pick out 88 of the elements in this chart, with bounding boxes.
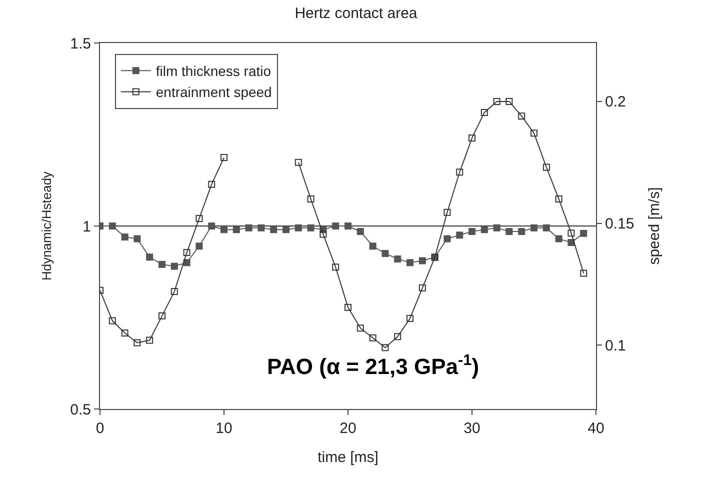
point bbox=[332, 222, 340, 230]
y-tick-label: 0.5 bbox=[70, 401, 91, 418]
point bbox=[258, 224, 265, 232]
x-tick-label: 30 bbox=[464, 420, 480, 437]
point bbox=[121, 329, 128, 336]
point bbox=[506, 228, 513, 235]
point bbox=[530, 130, 538, 137]
x-tick-label: 10 bbox=[216, 420, 232, 437]
point bbox=[406, 259, 414, 266]
point bbox=[344, 222, 352, 230]
legend-label: film thickness ratio bbox=[156, 63, 272, 80]
point bbox=[394, 255, 402, 262]
point bbox=[542, 164, 550, 171]
point bbox=[270, 226, 278, 234]
point bbox=[555, 235, 562, 242]
point bbox=[208, 180, 216, 188]
point bbox=[493, 224, 500, 232]
y2-tick-label: 0.1 bbox=[605, 337, 626, 354]
point bbox=[134, 339, 141, 346]
point bbox=[282, 226, 290, 234]
point bbox=[418, 284, 426, 292]
point bbox=[220, 226, 228, 234]
point bbox=[146, 336, 154, 344]
point bbox=[369, 334, 376, 342]
point bbox=[493, 98, 500, 105]
point bbox=[220, 154, 228, 162]
point bbox=[580, 230, 588, 237]
point bbox=[444, 235, 451, 242]
point bbox=[518, 228, 526, 235]
y2-tick-label: 0.2 bbox=[605, 94, 626, 111]
x-tick-label: 40 bbox=[588, 420, 604, 437]
x-axis-title: time [ms] bbox=[318, 449, 378, 466]
point bbox=[307, 224, 314, 232]
point bbox=[468, 134, 476, 142]
point bbox=[506, 98, 513, 105]
point bbox=[356, 324, 364, 332]
point bbox=[542, 224, 550, 232]
point bbox=[170, 288, 178, 296]
point bbox=[568, 230, 575, 237]
point bbox=[468, 228, 476, 235]
point bbox=[332, 264, 340, 271]
point bbox=[134, 235, 141, 242]
point bbox=[108, 222, 116, 230]
point bbox=[232, 226, 240, 234]
point bbox=[183, 249, 190, 256]
point bbox=[196, 242, 203, 250]
y-tick-label: 1.5 bbox=[70, 35, 91, 52]
chart-title: Hertz contact area bbox=[294, 4, 418, 22]
legend-label: entrainment speed bbox=[156, 84, 272, 100]
point bbox=[369, 242, 376, 250]
point bbox=[418, 257, 426, 264]
point bbox=[518, 112, 526, 120]
point bbox=[555, 195, 562, 202]
y-axis-title: Hdynamic/Hsteady bbox=[39, 170, 54, 281]
x-tick-label: 20 bbox=[340, 420, 356, 437]
point bbox=[294, 224, 302, 232]
point bbox=[530, 224, 538, 232]
annotation: PAO (α = 21,3 GPa$^{-1}$) bbox=[267, 352, 480, 380]
y2-axis-title: speed [m/s] bbox=[646, 187, 664, 265]
point bbox=[580, 270, 588, 277]
point bbox=[196, 214, 203, 222]
point bbox=[245, 224, 252, 232]
point bbox=[170, 262, 178, 270]
point bbox=[394, 333, 402, 340]
point bbox=[444, 208, 451, 216]
point bbox=[158, 312, 166, 320]
y2-tick-label: 0.15 bbox=[605, 216, 634, 233]
point bbox=[307, 195, 314, 202]
point bbox=[456, 232, 464, 239]
y-tick-label: 1 bbox=[82, 218, 91, 236]
point bbox=[294, 158, 302, 166]
point bbox=[320, 230, 327, 238]
point bbox=[406, 314, 414, 322]
point bbox=[456, 168, 464, 176]
point bbox=[568, 238, 575, 246]
point bbox=[382, 250, 389, 257]
point bbox=[480, 226, 488, 234]
point bbox=[208, 222, 216, 230]
x-tick-label: 0 bbox=[96, 420, 104, 437]
point bbox=[356, 228, 364, 235]
point bbox=[146, 254, 154, 261]
point bbox=[183, 259, 190, 266]
point bbox=[121, 233, 128, 240]
point bbox=[158, 260, 166, 268]
point bbox=[344, 304, 352, 311]
point bbox=[480, 108, 488, 116]
point bbox=[108, 317, 116, 324]
point bbox=[382, 344, 389, 352]
